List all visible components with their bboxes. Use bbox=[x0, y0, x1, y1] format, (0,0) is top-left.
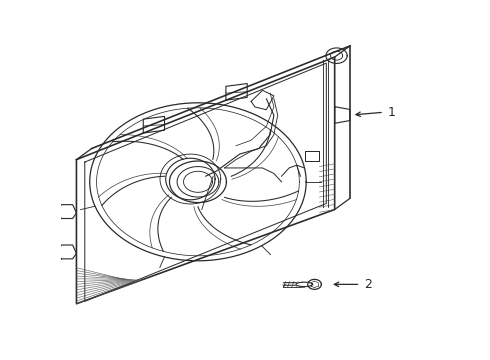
Text: 1: 1 bbox=[388, 106, 396, 119]
Polygon shape bbox=[296, 282, 313, 287]
Text: 2: 2 bbox=[364, 278, 372, 291]
Polygon shape bbox=[308, 279, 321, 289]
